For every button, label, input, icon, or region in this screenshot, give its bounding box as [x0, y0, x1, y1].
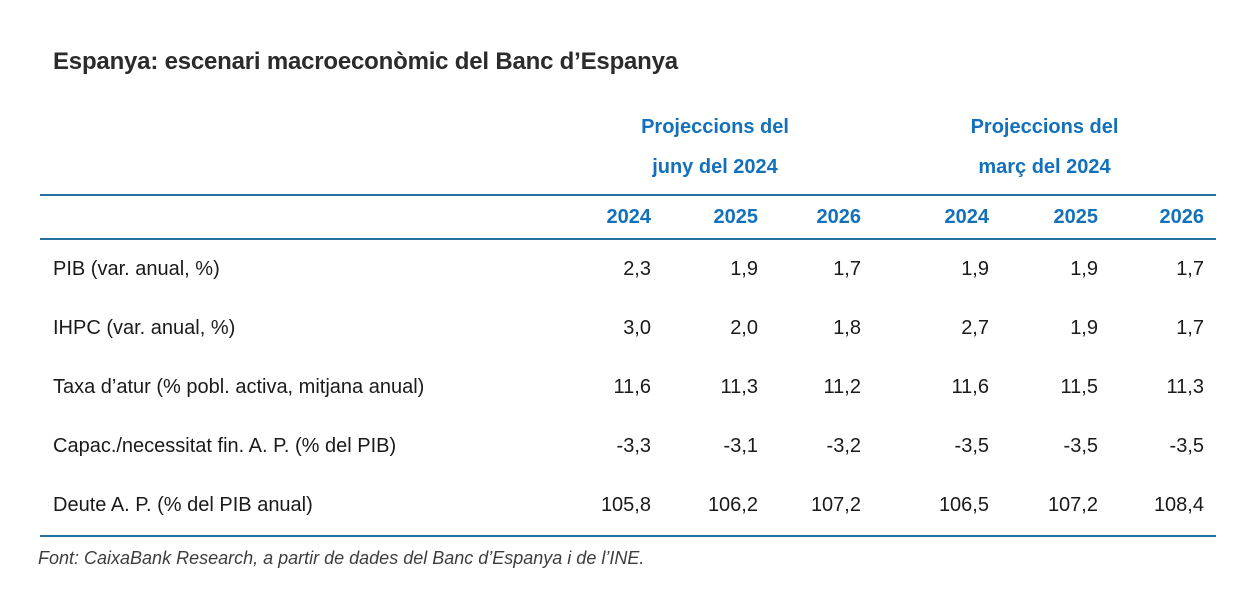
table-row-pib: PIB (var. anual, %) 2,3 1,9 1,7 1,9 1,9 …: [40, 239, 1216, 299]
row-label: Deute A. P. (% del PIB anual): [40, 476, 557, 537]
cell-value: 2,3: [623, 258, 651, 280]
group-header-march-2024: Projeccions del març del 2024: [873, 100, 1216, 196]
group-header-line: Projeccions del: [970, 116, 1119, 138]
cell-value: 107,2: [770, 476, 873, 537]
row-label: PIB (var. anual, %): [53, 258, 220, 280]
cell-value: 105,8: [557, 476, 663, 537]
cell-value: 1,9: [1070, 258, 1098, 280]
year-header: 2026: [770, 195, 873, 240]
year-header: 2026: [1110, 195, 1216, 240]
group-header-line: Projeccions del: [641, 116, 789, 138]
row-label: Capac./necessitat fin. A. P. (% del PIB): [53, 435, 397, 457]
cell-value: 1,7: [833, 258, 861, 280]
table-row-ihpc: IHPC (var. anual, %) 3,0 2,0 1,8 2,7 1,9…: [40, 299, 1216, 358]
cell-value: 108,4: [1110, 476, 1216, 537]
group-header-row: Projeccions del juny del 2024 Projeccion…: [40, 100, 1216, 196]
cell-value: 1,7: [1176, 258, 1204, 280]
cell-value: 11,5: [1060, 376, 1098, 398]
cell-value: 11,6: [613, 376, 651, 398]
cell-value: 1,8: [833, 317, 861, 339]
cell-value: 11,6: [951, 376, 989, 398]
source-note: Font: CaixaBank Research, a partir de da…: [38, 548, 645, 568]
group-header-line: març del 2024: [978, 156, 1111, 178]
cell-value: 1,9: [730, 258, 758, 280]
row-label: Taxa d’atur (% pobl. activa, mitjana anu…: [53, 376, 425, 398]
cell-value: -3,5: [1169, 435, 1204, 457]
cell-value: 2,7: [961, 317, 989, 339]
macro-table: Projeccions del juny del 2024 Projeccion…: [40, 100, 1216, 537]
cell-value: -3,2: [826, 435, 861, 457]
year-header-row: 2024 2025 2026 2024 2025 2026: [40, 195, 1216, 240]
year-header: 2024: [873, 195, 1001, 240]
group-header-june-2024: Projeccions del juny del 2024: [557, 100, 873, 196]
cell-value: 1,7: [1176, 317, 1204, 339]
cell-value: 11,3: [720, 376, 758, 398]
group-header-line: juny del 2024: [652, 156, 778, 178]
cell-value: 3,0: [623, 317, 651, 339]
table-row-capacitat-financera: Capac./necessitat fin. A. P. (% del PIB)…: [40, 417, 1216, 476]
cell-value: -3,1: [723, 435, 758, 457]
year-header: 2025: [1001, 195, 1110, 240]
figure-title: Espanya: escenari macroeconòmic del Banc…: [53, 48, 678, 75]
cell-value: 106,5: [873, 476, 1001, 537]
year-header-spacer: [40, 195, 557, 240]
table-row-taxa-atur: Taxa d’atur (% pobl. activa, mitjana anu…: [40, 358, 1216, 417]
group-header-spacer: [40, 100, 557, 196]
cell-value: 1,9: [961, 258, 989, 280]
cell-value: -3,5: [1063, 435, 1098, 457]
cell-value: 107,2: [1001, 476, 1110, 537]
year-header: 2025: [663, 195, 770, 240]
cell-value: -3,5: [954, 435, 989, 457]
cell-value: 106,2: [663, 476, 770, 537]
year-header: 2024: [557, 195, 663, 240]
cell-value: 1,9: [1070, 317, 1098, 339]
table-row-deute: Deute A. P. (% del PIB anual) 105,8 106,…: [40, 476, 1216, 537]
cell-value: 2,0: [730, 317, 758, 339]
cell-value: 11,3: [1166, 376, 1204, 398]
cell-value: -3,3: [616, 435, 651, 457]
row-label: IHPC (var. anual, %): [53, 317, 236, 339]
cell-value: 11,2: [823, 376, 861, 398]
